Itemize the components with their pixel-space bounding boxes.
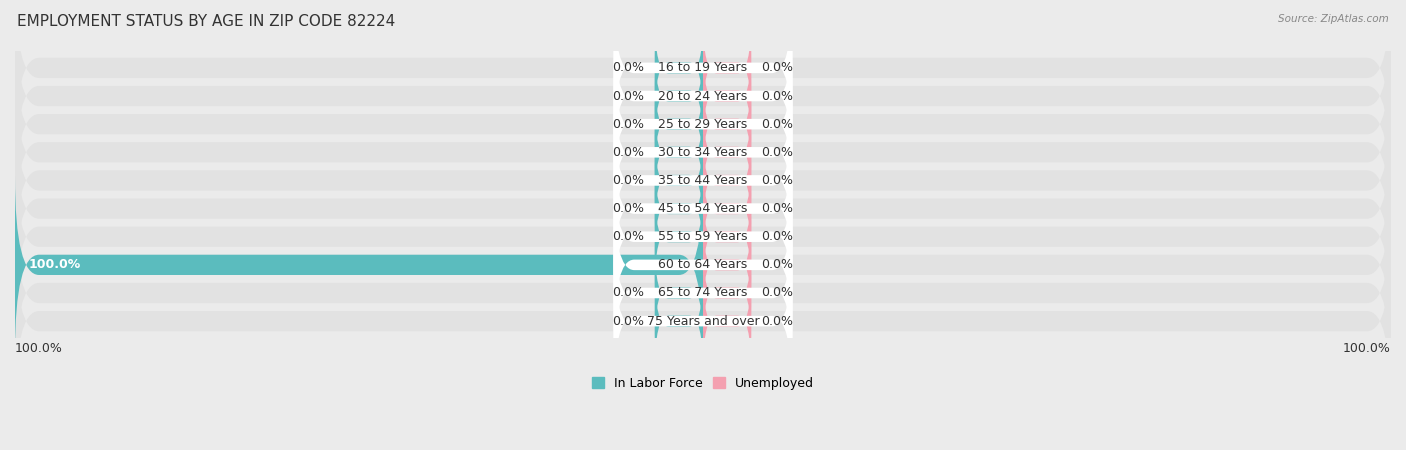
FancyBboxPatch shape [703, 102, 751, 203]
FancyBboxPatch shape [703, 242, 751, 344]
Text: 0.0%: 0.0% [762, 258, 793, 271]
Text: 0.0%: 0.0% [613, 174, 644, 187]
FancyBboxPatch shape [613, 0, 793, 147]
FancyBboxPatch shape [655, 17, 703, 119]
FancyBboxPatch shape [15, 0, 1391, 156]
Text: 100.0%: 100.0% [1343, 342, 1391, 355]
Text: 0.0%: 0.0% [613, 202, 644, 215]
Text: 0.0%: 0.0% [613, 90, 644, 103]
FancyBboxPatch shape [655, 73, 703, 175]
FancyBboxPatch shape [655, 158, 703, 259]
FancyBboxPatch shape [703, 270, 751, 372]
Text: 25 to 29 Years: 25 to 29 Years [658, 117, 748, 130]
FancyBboxPatch shape [613, 242, 793, 400]
Text: 0.0%: 0.0% [762, 202, 793, 215]
FancyBboxPatch shape [15, 36, 1391, 212]
Text: 0.0%: 0.0% [762, 230, 793, 243]
FancyBboxPatch shape [703, 186, 751, 288]
Text: 30 to 34 Years: 30 to 34 Years [658, 146, 748, 159]
Text: 0.0%: 0.0% [762, 117, 793, 130]
Text: 65 to 74 Years: 65 to 74 Years [658, 287, 748, 300]
FancyBboxPatch shape [655, 270, 703, 372]
Text: 0.0%: 0.0% [613, 61, 644, 74]
Text: 45 to 54 Years: 45 to 54 Years [658, 202, 748, 215]
FancyBboxPatch shape [613, 101, 793, 260]
Text: 0.0%: 0.0% [613, 146, 644, 159]
FancyBboxPatch shape [613, 186, 793, 344]
FancyBboxPatch shape [613, 214, 793, 372]
Text: 16 to 19 Years: 16 to 19 Years [658, 61, 748, 74]
Text: EMPLOYMENT STATUS BY AGE IN ZIP CODE 82224: EMPLOYMENT STATUS BY AGE IN ZIP CODE 822… [17, 14, 395, 28]
FancyBboxPatch shape [15, 176, 1391, 353]
FancyBboxPatch shape [703, 214, 751, 315]
FancyBboxPatch shape [655, 130, 703, 231]
FancyBboxPatch shape [15, 205, 1391, 381]
Text: 0.0%: 0.0% [762, 90, 793, 103]
FancyBboxPatch shape [15, 64, 1391, 241]
FancyBboxPatch shape [703, 45, 751, 147]
Text: 0.0%: 0.0% [762, 174, 793, 187]
Text: 0.0%: 0.0% [613, 230, 644, 243]
Text: 100.0%: 100.0% [28, 258, 82, 271]
FancyBboxPatch shape [613, 130, 793, 288]
FancyBboxPatch shape [613, 45, 793, 203]
FancyBboxPatch shape [613, 73, 793, 231]
FancyBboxPatch shape [703, 17, 751, 119]
Text: 0.0%: 0.0% [762, 287, 793, 300]
FancyBboxPatch shape [15, 233, 1391, 410]
FancyBboxPatch shape [613, 158, 793, 316]
Text: 0.0%: 0.0% [762, 315, 793, 328]
FancyBboxPatch shape [613, 17, 793, 175]
Text: 35 to 44 Years: 35 to 44 Years [658, 174, 748, 187]
FancyBboxPatch shape [655, 102, 703, 203]
Text: 0.0%: 0.0% [762, 146, 793, 159]
FancyBboxPatch shape [703, 130, 751, 231]
FancyBboxPatch shape [703, 73, 751, 175]
FancyBboxPatch shape [15, 176, 703, 353]
FancyBboxPatch shape [655, 242, 703, 344]
FancyBboxPatch shape [703, 158, 751, 259]
FancyBboxPatch shape [15, 92, 1391, 269]
Text: 20 to 24 Years: 20 to 24 Years [658, 90, 748, 103]
Text: 75 Years and over: 75 Years and over [647, 315, 759, 328]
FancyBboxPatch shape [655, 186, 703, 288]
FancyBboxPatch shape [655, 45, 703, 147]
Text: 60 to 64 Years: 60 to 64 Years [658, 258, 748, 271]
Text: 0.0%: 0.0% [613, 315, 644, 328]
Text: 55 to 59 Years: 55 to 59 Years [658, 230, 748, 243]
Legend: In Labor Force, Unemployed: In Labor Force, Unemployed [586, 372, 820, 395]
Text: 100.0%: 100.0% [15, 342, 63, 355]
FancyBboxPatch shape [15, 8, 1391, 184]
FancyBboxPatch shape [15, 120, 1391, 297]
Text: Source: ZipAtlas.com: Source: ZipAtlas.com [1278, 14, 1389, 23]
FancyBboxPatch shape [15, 148, 1391, 325]
Text: 0.0%: 0.0% [613, 287, 644, 300]
Text: 0.0%: 0.0% [762, 61, 793, 74]
Text: 0.0%: 0.0% [613, 117, 644, 130]
